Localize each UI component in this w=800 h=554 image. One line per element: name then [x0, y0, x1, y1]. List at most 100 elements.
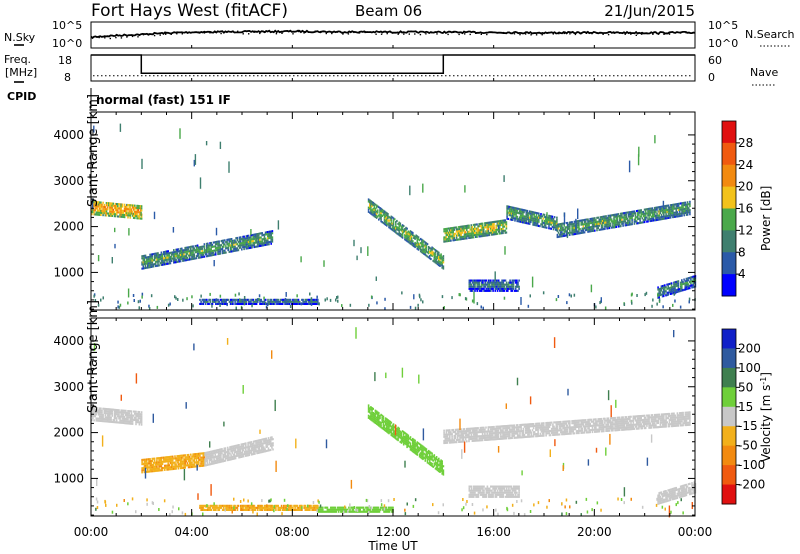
echo-cell — [165, 256, 167, 259]
echo-cell — [374, 411, 377, 414]
echo-cell — [684, 280, 686, 283]
echo-cell — [245, 442, 247, 445]
echo-cell — [167, 458, 169, 461]
echo-cell — [181, 255, 183, 258]
echo-cell — [302, 298, 304, 301]
echo-cell — [258, 234, 260, 237]
echo-cell — [388, 426, 390, 429]
echo-cell — [489, 229, 492, 232]
echo-cell — [142, 265, 145, 268]
echo-cell — [391, 426, 394, 429]
echo-cell — [436, 257, 439, 260]
echo-cell — [151, 459, 154, 462]
echo-cell — [204, 251, 207, 254]
echo-cell — [584, 220, 587, 223]
echo-cell — [211, 254, 214, 257]
echo-cell — [555, 298, 558, 302]
echo-cell — [147, 470, 149, 473]
echo-cell — [167, 254, 169, 257]
echo-cell — [478, 289, 481, 292]
echo-cell — [167, 456, 169, 459]
echo-cell — [135, 206, 137, 209]
echo-cell — [97, 213, 100, 216]
echo-cell — [479, 285, 482, 288]
echo-cell — [200, 464, 202, 467]
echo-cell — [229, 456, 231, 459]
echo-cell — [627, 211, 630, 214]
echo-cell — [91, 208, 93, 211]
echo-cell — [655, 208, 657, 211]
echo-cell — [479, 289, 482, 292]
echo-cell — [500, 289, 502, 292]
echo-cell — [423, 452, 425, 455]
echo-cell — [149, 464, 151, 467]
echo-cell — [588, 222, 590, 225]
echo-cell — [622, 224, 624, 227]
echo-cell — [530, 216, 532, 219]
echo-cell — [252, 302, 254, 305]
echo-cell — [435, 464, 438, 467]
echo-cell — [111, 208, 113, 211]
echo-cell — [259, 238, 261, 241]
echo-cell — [134, 210, 136, 213]
echo-cell — [252, 444, 255, 447]
echo-cell — [434, 253, 437, 256]
echo-cell — [470, 287, 473, 290]
echo-cell — [98, 207, 101, 210]
echo-cell — [415, 236, 417, 239]
echo-cell — [269, 444, 272, 447]
echo-cell — [242, 239, 244, 242]
echo-cell — [414, 447, 416, 450]
echo-cell — [193, 463, 195, 466]
echo-cell — [441, 266, 443, 269]
noise-search-point — [547, 32, 549, 34]
echo-cell — [123, 409, 126, 412]
echo-cell — [245, 444, 247, 447]
echo-cell — [441, 256, 443, 259]
echo-cell — [421, 453, 423, 456]
echo-cell — [98, 211, 101, 214]
echo-cell — [544, 222, 547, 225]
echo-cell — [497, 228, 500, 231]
echo-cell — [382, 213, 385, 216]
echo-cell — [214, 462, 216, 465]
echo-cell — [247, 446, 249, 449]
echo-cell — [642, 221, 645, 224]
echo-cell — [192, 247, 194, 250]
echo-cell — [596, 227, 598, 230]
echo-cell — [158, 256, 160, 259]
echo-cell — [676, 211, 679, 214]
echo-cell — [126, 411, 128, 414]
echo-cell — [335, 298, 337, 302]
echo-cell — [389, 218, 391, 221]
echo-cell — [646, 212, 648, 215]
echo-cell — [389, 223, 391, 226]
echo-cell — [186, 464, 189, 467]
echo-cell — [419, 248, 422, 251]
echo-cell — [179, 260, 182, 263]
echo-cell — [260, 240, 262, 243]
echo-cell — [228, 458, 230, 461]
echo-cell — [129, 206, 132, 209]
echo-cell — [121, 421, 124, 424]
power-colorbar-swatch — [722, 230, 736, 253]
echo-cell — [203, 300, 206, 303]
echo-cell — [606, 219, 608, 222]
echo-cell — [683, 203, 685, 206]
echo-cell — [252, 440, 255, 443]
echo-cell — [103, 205, 106, 208]
echo-cell — [168, 256, 171, 259]
echo-cell — [390, 421, 393, 424]
echo-cell — [215, 459, 218, 462]
power-colorbar-tick-label: 20 — [738, 180, 753, 194]
echo-cell — [512, 285, 515, 288]
echo-cell — [373, 202, 376, 205]
echo-cell — [661, 295, 664, 298]
echo-cell — [161, 460, 164, 463]
echo-cell — [194, 465, 197, 468]
echo-cell — [651, 217, 654, 220]
echo-cell — [633, 210, 636, 213]
echo-cell — [409, 446, 412, 449]
echo-cell — [108, 420, 110, 423]
echo-cell — [478, 233, 480, 236]
